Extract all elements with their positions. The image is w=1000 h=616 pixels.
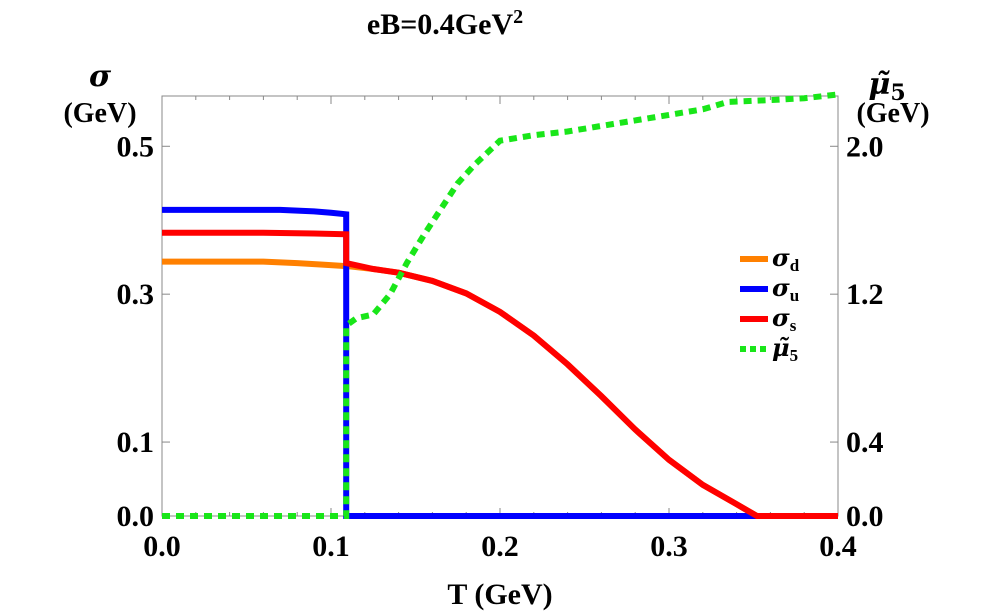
right-axis-subscript: 5 [890, 80, 905, 106]
left-y-tick-label: 0.0 [117, 500, 155, 533]
x-tick-label: 0.1 [312, 530, 350, 563]
right-axis-unit: (GeV) [856, 98, 929, 129]
left-y-tick-label: 0.3 [117, 278, 155, 311]
x-tick-label: 0.0 [143, 530, 181, 563]
x-tick-label: 0.3 [650, 530, 688, 563]
x-tick-label: 0.2 [481, 530, 519, 563]
left-y-tick-label: 0.1 [117, 426, 155, 459]
series-line--5 [162, 91, 839, 519]
left-axis-unit: (GeV) [63, 98, 136, 129]
chart-title-superscript: 2 [513, 6, 523, 28]
right-y-tick-label: 0.0 [846, 500, 884, 533]
legend-label: σd [772, 243, 800, 275]
right-y-tick-label: 2.0 [846, 130, 884, 163]
right-y-tick-label: 1.2 [846, 278, 884, 311]
series-line--s [162, 229, 838, 519]
left-axis-symbol: σ [89, 59, 112, 94]
legend-label: σu [772, 273, 799, 305]
right-y-tick-label: 0.4 [846, 426, 884, 459]
series-line--u [162, 206, 838, 519]
right-axis-symbol: μ̃5 [868, 67, 905, 106]
series-line--d [162, 258, 838, 519]
x-axis-label: T (GeV) [447, 578, 552, 611]
plot-frame [161, 95, 839, 517]
legend-label: μ̃5 [772, 333, 798, 365]
left-y-tick-label: 0.5 [117, 130, 155, 163]
x-tick-label: 0.4 [819, 530, 857, 563]
legend-label: σs [772, 303, 797, 335]
chart-title: eB=0.4GeV2 [367, 6, 523, 41]
